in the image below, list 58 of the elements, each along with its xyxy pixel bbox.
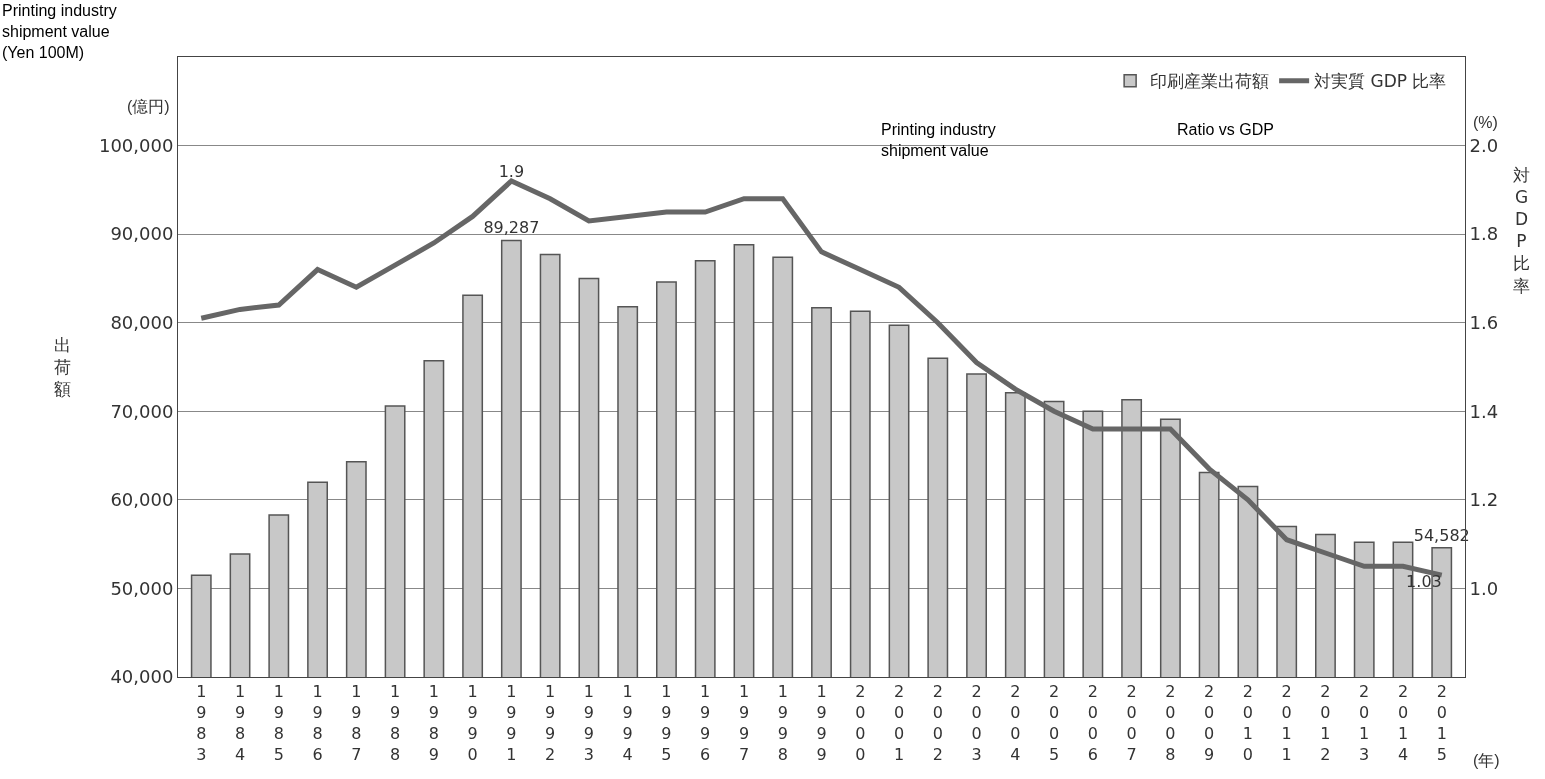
x-tick-label: 2008 <box>1165 682 1176 764</box>
text: Printing industry shipment value (Yen 100M) <box>2 2 117 61</box>
y-tick-label: 60,000 <box>110 489 174 511</box>
x-tick-label: 1987 <box>351 682 362 764</box>
x-tick-label: 2007 <box>1126 682 1137 764</box>
y2-tick-label: 1.4 <box>1469 400 1499 422</box>
x-tick-label: 2003 <box>971 682 982 764</box>
x-tick-label: 2006 <box>1087 682 1098 764</box>
x-tick-label: 1994 <box>622 682 633 764</box>
x-tick-label: 2000 <box>855 682 866 764</box>
x-tick-label: 1991 <box>506 682 517 764</box>
x-tick-label: 1995 <box>661 682 672 764</box>
y2-tick-label: 1.6 <box>1469 312 1499 334</box>
y-tick-label: 90,000 <box>110 223 174 245</box>
annotation: Printing industry shipment value <box>881 121 996 159</box>
x-tick-label: 1992 <box>545 682 556 764</box>
y-tick-label: 70,000 <box>110 400 174 422</box>
x-tick-label: 2010 <box>1242 682 1254 764</box>
legend-label: 印刷産業出荷額 <box>1150 71 1270 92</box>
x-tick-label: 1990 <box>467 682 478 764</box>
data-label: 89,287 <box>483 218 540 238</box>
text: (年) <box>1473 752 1500 769</box>
x-tick-label: 1985 <box>273 682 284 764</box>
x-tick-label: 1989 <box>428 682 439 764</box>
x-tick-label: 1997 <box>738 682 750 764</box>
annotation: Ratio vs GDP <box>1177 121 1274 138</box>
y-tick-label: 100,000 <box>98 134 174 156</box>
y2-axis-title: 対GDP比率 <box>1513 165 1530 296</box>
text: (億円) <box>127 98 170 115</box>
y-tick-label: 50,000 <box>110 577 174 599</box>
x-tick-label: 1986 <box>312 682 323 764</box>
y-tick-label: 40,000 <box>110 666 174 688</box>
text: (%) <box>1473 114 1498 131</box>
y-tick-label: 80,000 <box>110 312 174 334</box>
x-tick-label: 1993 <box>583 682 594 764</box>
x-tick-label: 1984 <box>234 682 246 764</box>
y2-tick-label: 1.2 <box>1469 489 1499 511</box>
x-tick-label: 2013 <box>1359 682 1370 764</box>
x-tick-label: 2011 <box>1281 682 1292 764</box>
y-axis-title: 出荷額 <box>54 335 71 400</box>
x-tick-label: 1983 <box>196 682 207 764</box>
y2-tick-label: 1.0 <box>1469 577 1499 599</box>
x-tick-label: 2012 <box>1320 682 1331 764</box>
x-tick-label: 2002 <box>932 682 943 764</box>
x-tick-label: 1988 <box>389 682 401 764</box>
data-label: 1.9 <box>498 162 525 181</box>
x-tick-label: 2004 <box>1010 682 1021 764</box>
x-tick-label: 1996 <box>700 682 711 764</box>
x-tick-label: 2009 <box>1204 682 1215 764</box>
legend-label: 対実質 GDP 比率 <box>1314 71 1447 92</box>
x-tick-label: 2014 <box>1397 682 1409 764</box>
y2-tick-label: 1.8 <box>1469 223 1499 245</box>
x-tick-label: 2005 <box>1049 682 1060 764</box>
x-tick-label: 2001 <box>893 682 905 764</box>
y2-tick-label: 2.0 <box>1469 134 1499 156</box>
x-tick-label: 1999 <box>816 682 827 764</box>
x-tick-label: 2015 <box>1436 682 1447 764</box>
x-tick-label: 1998 <box>777 682 788 764</box>
